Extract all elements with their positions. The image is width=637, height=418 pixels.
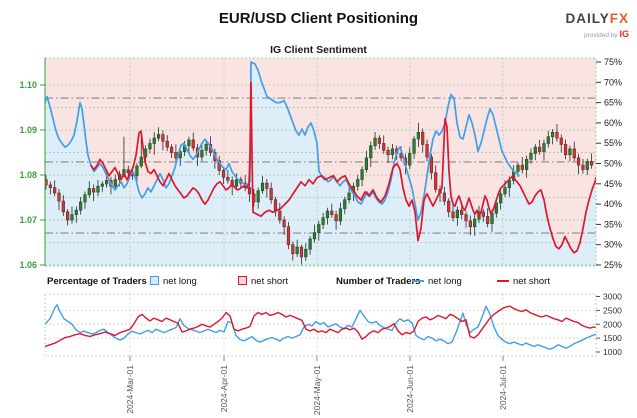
date-tick-label: 2024-Jun-01 <box>405 365 415 413</box>
price-tick-label: 1.09 <box>19 125 37 135</box>
legend-num-title: Number of Traders <box>336 276 421 287</box>
pct-tick-label: 30% <box>604 240 622 250</box>
pct-tick-label: 70% <box>604 77 622 87</box>
price-tick-label: 1.06 <box>19 260 37 270</box>
net-long-line-icon <box>412 280 424 282</box>
logo-daily-text: DAILY <box>565 11 610 26</box>
date-tick-label: 2024-Jul-01 <box>498 365 508 410</box>
net-long-swatch-icon <box>150 276 159 285</box>
price-candles <box>45 122 594 265</box>
logo-provided-by: provided by IG <box>584 29 629 39</box>
traders-panel: 1000 1500 2000 2500 3000 <box>44 292 622 357</box>
pct-tick-label: 50% <box>604 159 622 169</box>
date-tick-label: 2024-Mar-01 <box>125 365 135 414</box>
pct-tick-label: 25% <box>604 260 622 270</box>
pct-tick-label: 75% <box>604 57 622 67</box>
count-tick-label: 3000 <box>603 292 622 302</box>
legend-num-short: net short <box>497 276 550 287</box>
count-tick-label: 2500 <box>603 305 622 315</box>
page-title: EUR/USD Client Positioning <box>218 10 419 27</box>
legend-pct-title: Percentage of Traders <box>47 276 147 287</box>
dailyfx-logo: DAILYFX provided by IG <box>565 12 629 43</box>
logo-ig-text: IG <box>619 29 629 39</box>
net-short-swatch-icon <box>238 276 247 285</box>
pct-tick-label: 45% <box>604 179 622 189</box>
pct-tick-label: 55% <box>604 138 622 148</box>
pct-tick-label: 65% <box>604 98 622 108</box>
price-tick-label: 1.08 <box>19 170 37 180</box>
legend-row: Percentage of Traders net long net short… <box>45 275 596 290</box>
price-tick-label: 1.07 <box>19 215 37 225</box>
legend-pct-short: net short <box>238 276 288 287</box>
sentiment-lines <box>45 61 596 254</box>
count-tick-label: 2000 <box>603 319 622 329</box>
legend-num-long: net long <box>412 276 462 287</box>
chart-subtitle: IG Client Sentiment <box>270 44 367 56</box>
legend-pct-long: net long <box>150 276 197 287</box>
date-axis-labels: 2024-Mar-01 2024-Apr-01 2024-May-01 2024-Ju… <box>125 356 508 415</box>
price-tick-label: 1.10 <box>19 80 37 90</box>
pct-tick-label: 40% <box>604 199 622 209</box>
main-axes: 1.06 1.07 1.08 1.09 1.10 25% 30% 35% 40% 45% 50% 55… <box>19 57 622 270</box>
logo-fx-text: FX <box>609 11 629 26</box>
pct-tick-label: 60% <box>604 118 622 128</box>
count-tick-label: 1000 <box>603 347 622 357</box>
pct-tick-label: 35% <box>604 219 622 229</box>
date-tick-label: 2024-Apr-01 <box>219 365 229 413</box>
count-tick-label: 1500 <box>603 333 622 343</box>
date-tick-label: 2024-May-01 <box>312 365 322 415</box>
net-short-line-icon <box>497 280 509 282</box>
